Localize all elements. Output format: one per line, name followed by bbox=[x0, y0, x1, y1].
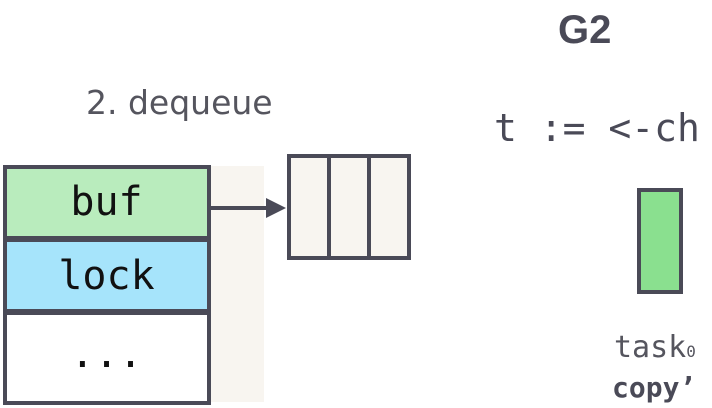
lock-field-label: lock bbox=[58, 253, 155, 299]
queue-slot-2 bbox=[327, 154, 371, 260]
buf-pointer-arrow-head bbox=[266, 198, 286, 218]
goroutine-title: G2 bbox=[558, 8, 612, 52]
queue-slot-3 bbox=[367, 154, 411, 260]
lock-cell bbox=[3, 238, 211, 313]
buf-cell bbox=[3, 165, 211, 240]
buf-field-label: buf bbox=[70, 179, 143, 225]
task-block bbox=[637, 188, 683, 294]
task-label: task0 bbox=[614, 330, 696, 370]
rest-cell bbox=[3, 311, 211, 405]
copy-label: copy’ bbox=[612, 371, 697, 404]
queue-slot-1 bbox=[287, 154, 331, 260]
more-fields-label: ... bbox=[70, 331, 143, 377]
task-label-text: task bbox=[614, 330, 687, 365]
step-label: 2. dequeue bbox=[86, 83, 273, 122]
struct-shadow bbox=[210, 166, 264, 402]
receive-code: t := <-ch bbox=[494, 106, 700, 150]
task-label-subscript: 0 bbox=[686, 342, 696, 361]
